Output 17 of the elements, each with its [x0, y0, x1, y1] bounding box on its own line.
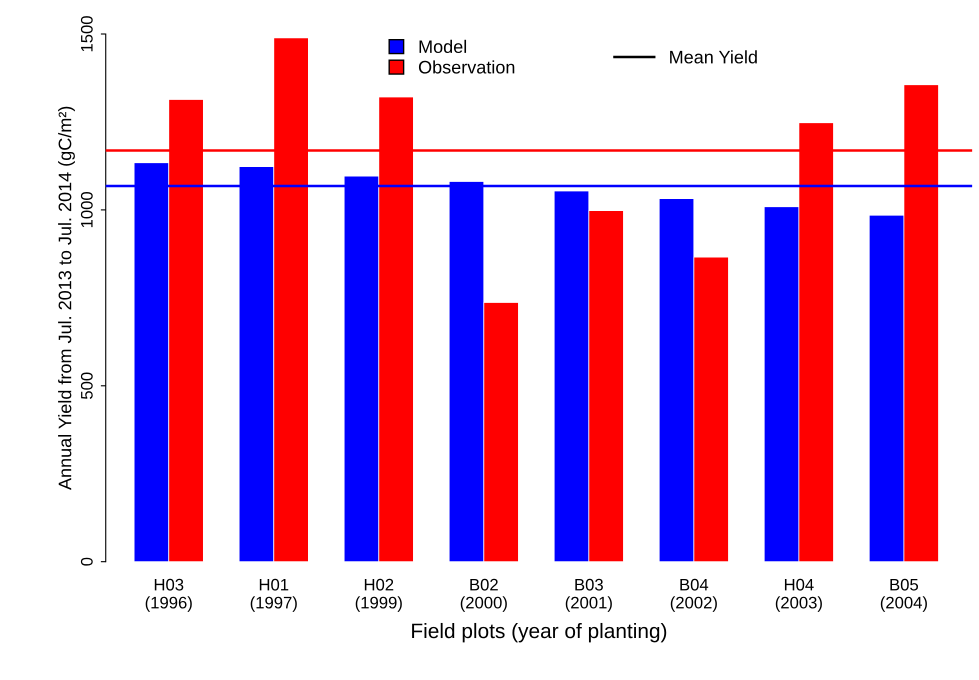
y-tick-label: 500 [80, 372, 93, 400]
x-tick-label: H03 (1996) [146, 578, 192, 612]
x-tick-label: B04 (2002) [670, 578, 717, 612]
y-axis-title: Annual Yield from Jul. 2013 to Jul. 2014 (gC/m²) [58, 106, 75, 490]
legend-label: Observation [418, 60, 514, 74]
x-tick-label: H01 (1997) [250, 578, 297, 612]
x-tick-label: H02 (1999) [356, 578, 402, 612]
y-tick-label: 0 [80, 558, 93, 566]
y-tick-label: 1500 [80, 16, 93, 52]
x-tick-label: H04 (2003) [776, 578, 822, 612]
x-tick-label: B02 (2000) [460, 578, 507, 612]
x-axis-title: Field plots (year of planting) [412, 622, 666, 642]
x-tick-label: B03 (2001) [566, 578, 612, 612]
legend-label: Model [420, 40, 466, 54]
y-tick-label: 1000 [80, 192, 93, 228]
x-tick-label: B05 (2004) [880, 578, 927, 612]
annotation: Mean Yield [670, 50, 757, 64]
